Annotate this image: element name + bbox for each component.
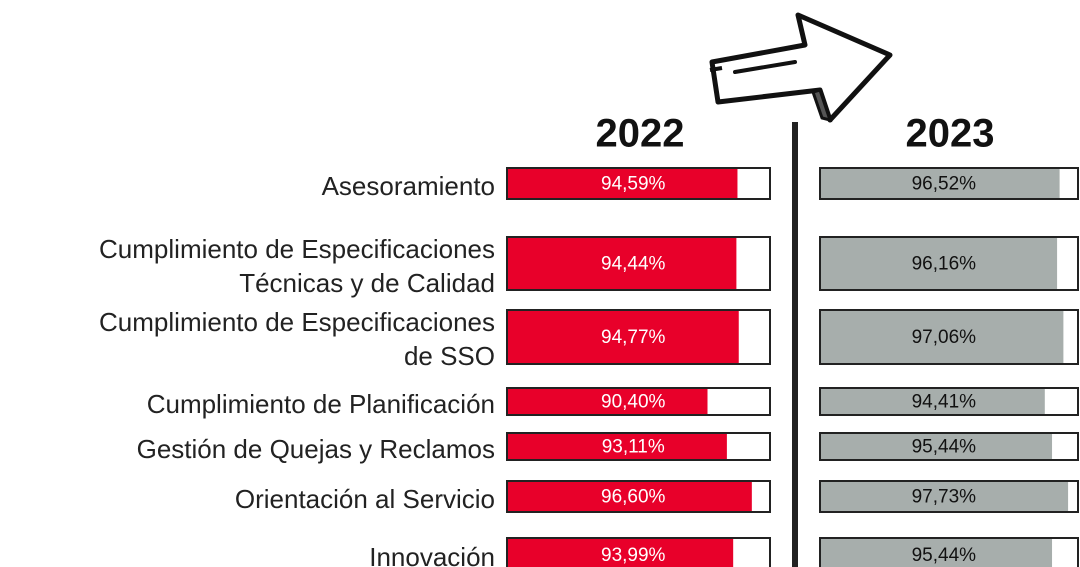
category-label: Cumplimiento de Especificaciones de SSO [99, 307, 495, 371]
arrow-icon [709, 12, 893, 123]
value-label: 96,16% [912, 254, 977, 275]
series-header: 2022 [596, 112, 685, 156]
series-header: 2023 [906, 112, 995, 156]
bar [508, 169, 738, 198]
bar [821, 389, 1045, 414]
bar [508, 311, 739, 363]
bar [508, 482, 752, 511]
bar [821, 238, 1058, 289]
value-label: 93,99% [601, 545, 666, 566]
bar [508, 434, 727, 459]
value-label: 94,44% [601, 254, 666, 275]
value-label: 90,40% [601, 392, 666, 413]
bar [821, 311, 1064, 363]
value-label: 94,59% [601, 174, 666, 195]
value-label: 95,44% [912, 437, 977, 458]
category-label: Gestión de Quejas y Reclamos [136, 433, 495, 464]
value-label: 94,41% [912, 392, 977, 413]
bar [508, 539, 734, 567]
bar [821, 169, 1060, 198]
value-label: 96,60% [601, 487, 666, 508]
category-label: Cumplimiento de Especificaciones Técnica… [99, 233, 495, 298]
category-label: Innovación [369, 542, 495, 567]
value-label: 94,77% [601, 327, 666, 348]
category-label: Orientación al Servicio [234, 483, 495, 514]
value-label: 97,06% [912, 327, 977, 348]
value-label: 97,73% [912, 487, 977, 508]
category-label: Cumplimiento de Planificación [146, 388, 495, 419]
bar [508, 389, 708, 414]
value-label: 96,52% [912, 174, 977, 195]
value-label: 95,44% [912, 545, 977, 566]
category-label: Asesoramiento [321, 170, 495, 201]
divider [792, 122, 798, 567]
bar [821, 539, 1053, 567]
bar [508, 238, 737, 289]
bar [821, 482, 1069, 511]
value-label: 93,11% [602, 437, 665, 458]
bar [821, 434, 1053, 459]
